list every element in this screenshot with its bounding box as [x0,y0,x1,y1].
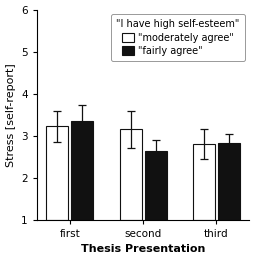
Bar [217,143,239,220]
Bar [192,144,214,220]
Bar [71,121,93,220]
Bar [119,129,141,220]
Legend: "moderately agree", "fairly agree": "moderately agree", "fairly agree" [111,14,244,61]
Y-axis label: Stress [self-report]: Stress [self-report] [6,63,15,167]
Bar [144,151,166,220]
Bar [46,126,68,220]
X-axis label: Thesis Presentation: Thesis Presentation [81,244,204,255]
